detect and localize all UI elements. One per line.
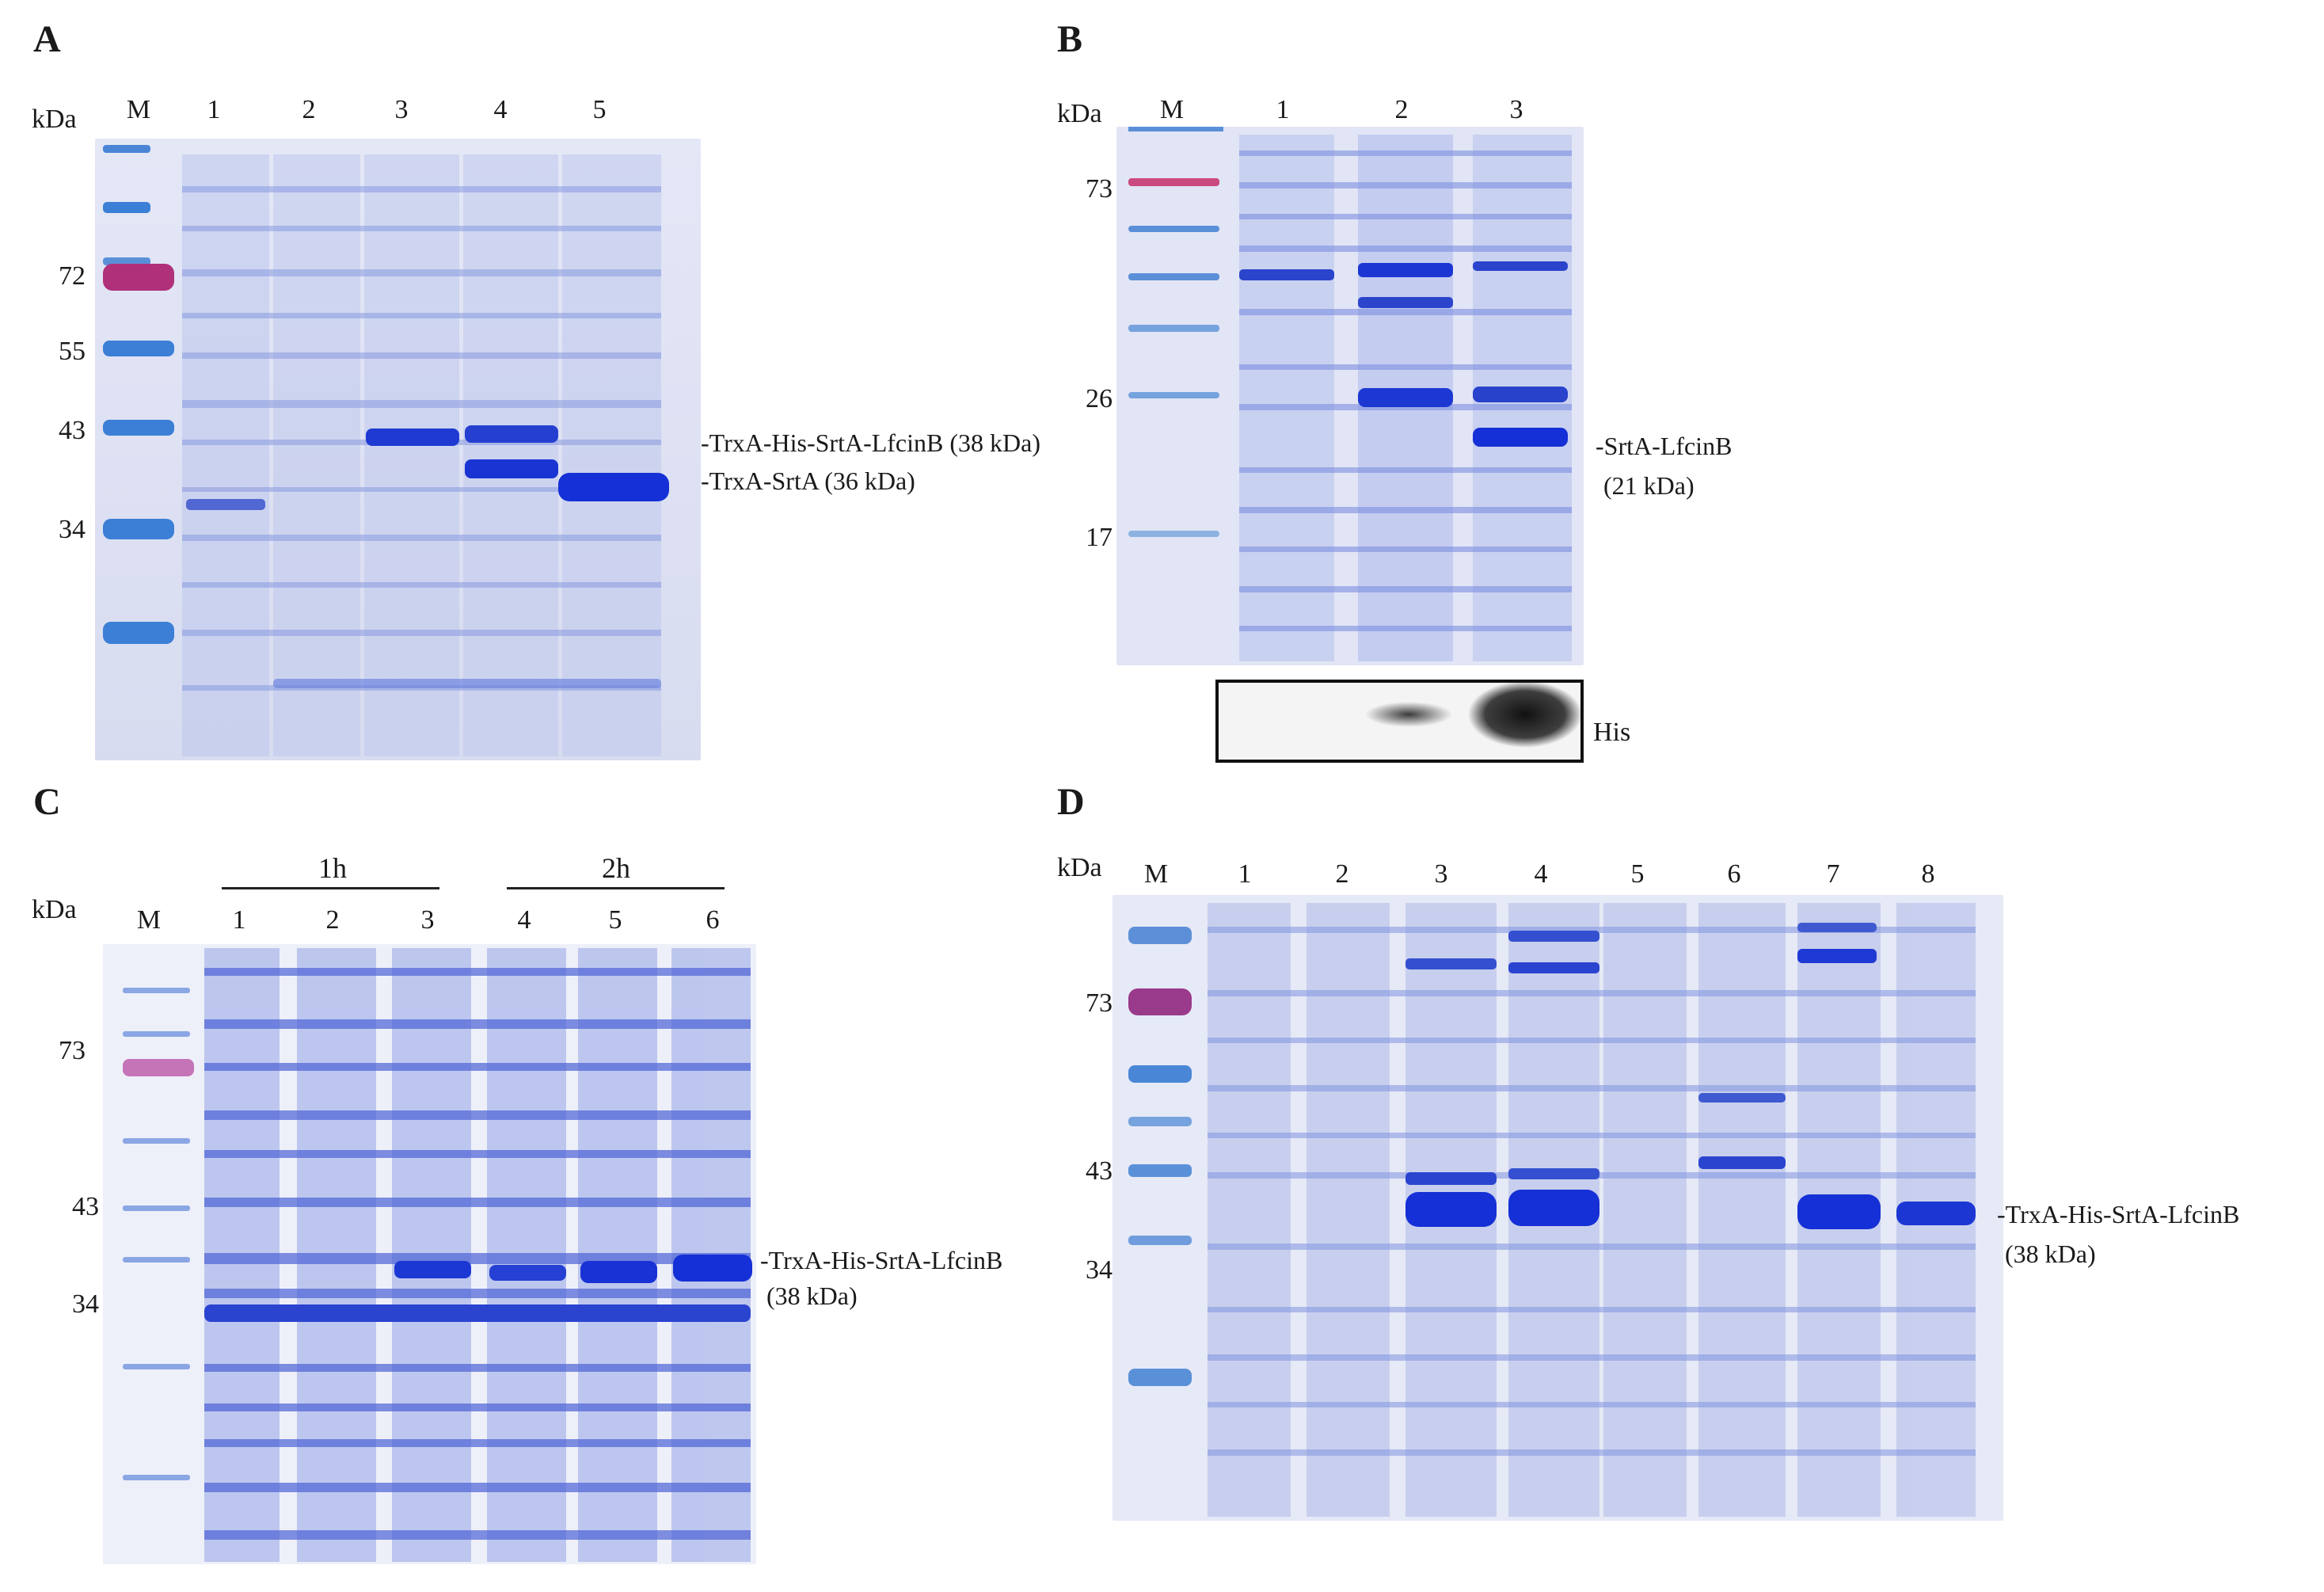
panel-a-lane-2: 2: [302, 95, 316, 124]
panel-d-marker-34: 34: [1086, 1255, 1113, 1285]
panel-a-lane-1: 1: [207, 95, 221, 124]
panel-b-lane-m: M: [1159, 95, 1185, 124]
panel-a-gel: [95, 139, 701, 760]
panel-b-lane-3: 3: [1509, 95, 1523, 124]
panel-c-bracket-2h: [507, 887, 725, 889]
panel-b-kda-label: kDa: [1057, 99, 1102, 128]
panel-c-marker-34: 34: [72, 1289, 99, 1319]
panel-d-lane-5: 5: [1630, 859, 1645, 889]
panel-a-label: A: [33, 18, 61, 60]
panel-b-blot-his-label: His: [1593, 718, 1631, 747]
panel-d-lane-4: 4: [1534, 859, 1548, 889]
panel-d-marker-73: 73: [1086, 988, 1113, 1018]
panel-c-time-1h: 1h: [318, 852, 347, 884]
panel-c-gel: [103, 944, 756, 1564]
panel-c-time-2h: 2h: [602, 852, 630, 884]
panel-c-lane-2: 2: [325, 905, 340, 935]
panel-d-kda-label: kDa: [1057, 853, 1102, 882]
panel-b-lane-2: 2: [1394, 95, 1409, 124]
panel-c-lane-4: 4: [517, 905, 531, 935]
panel-b-label: B: [1057, 18, 1083, 60]
panel-d-lane-7: 7: [1826, 859, 1840, 889]
panel-d-lane-6: 6: [1727, 859, 1741, 889]
panel-c-lane-6: 6: [706, 905, 720, 935]
panel-a-kda-label: kDa: [32, 105, 77, 134]
panel-c-marker-73: 73: [59, 1036, 86, 1065]
panel-a-lane-3: 3: [394, 95, 409, 124]
panel-a-marker-72: 72: [59, 261, 86, 291]
panel-b-western-blot: [1215, 680, 1584, 763]
panel-c-lane-m: M: [136, 905, 162, 935]
panel-b-marker-26: 26: [1086, 384, 1113, 413]
panel-c-lane-5: 5: [608, 905, 622, 935]
panel-b-annotation-srta-lfcinb: -SrtA-LfcinB: [1596, 432, 1733, 460]
panel-d-gel: [1113, 895, 2003, 1521]
panel-c-bracket-1h: [222, 887, 439, 889]
panel-d-annotation-mw: (38 kDa): [2005, 1240, 2096, 1268]
panel-c-marker-43: 43: [72, 1192, 99, 1221]
panel-a-marker-55: 55: [59, 337, 86, 366]
panel-c-annotation-mw: (38 kDa): [766, 1282, 858, 1310]
panel-d-lane-8: 8: [1921, 859, 1935, 889]
panel-a-lane-5: 5: [592, 95, 607, 124]
panel-b-lane-1: 1: [1276, 95, 1290, 124]
panel-b-marker-17: 17: [1086, 523, 1113, 552]
panel-d-lane-3: 3: [1434, 859, 1448, 889]
panel-c-lane-1: 1: [232, 905, 246, 935]
panel-c-kda-label: kDa: [32, 895, 77, 924]
panel-a-marker-34: 34: [59, 515, 86, 544]
panel-a-annotation-trxa-his: -TrxA-His-SrtA-LfcinB (38 kDa): [701, 428, 1040, 457]
panel-a-lane-4: 4: [493, 95, 508, 124]
panel-b-marker-73: 73: [1086, 174, 1113, 204]
panel-c-label: C: [33, 781, 61, 823]
panel-b-gel: [1116, 127, 1584, 665]
panel-a-marker-43: 43: [59, 416, 86, 445]
panel-d-annotation-target: -TrxA-His-SrtA-LfcinB: [1997, 1200, 2240, 1228]
panel-d-marker-43: 43: [1086, 1156, 1113, 1186]
panel-b-annotation-mw: (21 kDa): [1603, 471, 1695, 500]
panel-d-lane-1: 1: [1238, 859, 1252, 889]
panel-a-annotation-trxa-srta: -TrxA-SrtA (36 kDa): [701, 467, 915, 495]
panel-d-label: D: [1057, 781, 1085, 823]
panel-d-lane-m: M: [1143, 859, 1169, 889]
panel-d-lane-2: 2: [1335, 859, 1349, 889]
panel-c-annotation-target: -TrxA-His-SrtA-LfcinB: [760, 1246, 1003, 1274]
panel-c-lane-3: 3: [420, 905, 435, 935]
panel-a-lane-m: M: [126, 95, 151, 124]
